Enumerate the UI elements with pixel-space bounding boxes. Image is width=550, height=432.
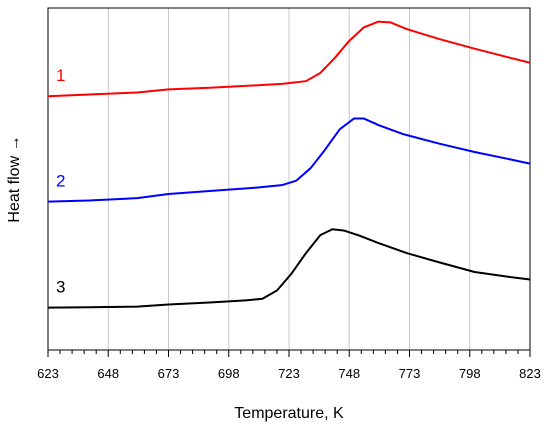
series-line-1 — [47, 20, 531, 98]
y-axis-label: Heat flow → — [6, 135, 23, 222]
x-tick-label: 648 — [97, 366, 119, 381]
series-line-3 — [47, 228, 531, 309]
series-line-2 — [47, 117, 531, 203]
series-group — [47, 20, 531, 309]
x-axis-label: Temperature, K — [234, 405, 344, 422]
series-labels: 1 2 3 — [56, 66, 65, 296]
x-tick-label: 623 — [37, 366, 59, 381]
series-label-2: 2 — [56, 172, 65, 191]
x-axis-tick-labels: 623 648 673 698 723 748 773 798 823 — [37, 366, 541, 381]
x-tick-label: 823 — [519, 366, 541, 381]
series-label-3: 3 — [56, 278, 65, 297]
grid-lines — [107, 8, 471, 350]
x-axis-ticks — [47, 350, 531, 357]
x-tick-label: 673 — [158, 366, 180, 381]
x-tick-label: 723 — [278, 366, 300, 381]
series-label-1: 1 — [56, 66, 65, 85]
x-tick-label: 773 — [399, 366, 421, 381]
x-tick-label: 698 — [218, 366, 240, 381]
x-tick-label: 798 — [459, 366, 481, 381]
x-tick-label: 748 — [338, 366, 360, 381]
